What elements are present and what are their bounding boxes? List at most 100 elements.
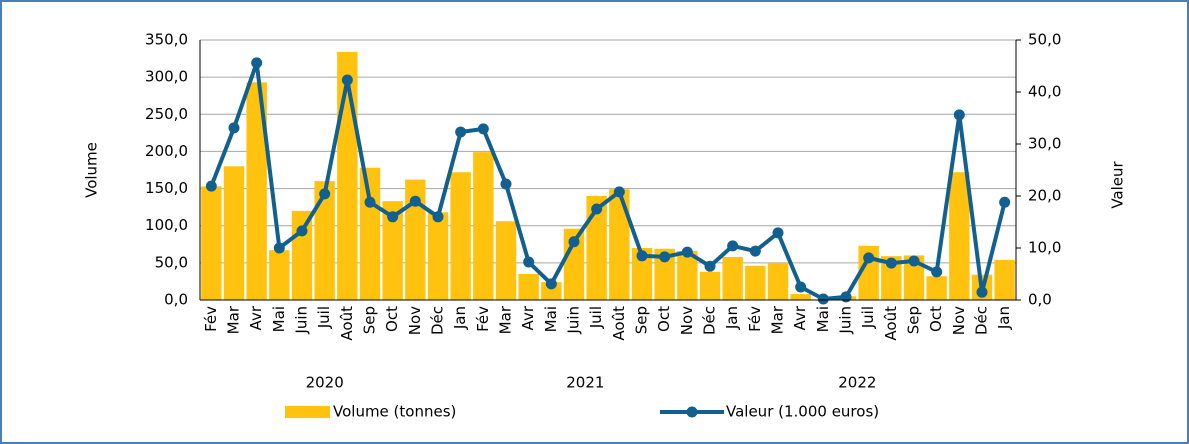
y-tick-label: 250,0 (145, 105, 188, 123)
marker (613, 186, 625, 198)
bar (518, 274, 539, 300)
marker (432, 211, 444, 223)
bar (926, 276, 947, 300)
x-tick-label: Avr (247, 305, 265, 330)
marker (568, 236, 580, 248)
marker (931, 266, 943, 278)
bar (586, 196, 607, 300)
x-tick-label: Juil (587, 306, 605, 329)
marker (591, 203, 603, 215)
bar (427, 212, 449, 300)
bar (745, 265, 766, 300)
bar (359, 167, 381, 300)
bar (473, 152, 494, 300)
x-tick-label: Août (338, 306, 356, 341)
bar (790, 294, 811, 300)
y2-tick-label: 20,0 (1028, 187, 1061, 205)
marker (840, 291, 852, 303)
bar (903, 255, 925, 300)
x-tick-label: Oct (927, 306, 945, 332)
marker (228, 122, 240, 134)
marker (500, 178, 512, 190)
bar (631, 248, 653, 300)
x-tick-label: Août (610, 306, 628, 341)
bar (246, 82, 267, 300)
x-tick-label: Juil (315, 306, 333, 329)
x-tick-label: Juin (293, 306, 311, 335)
y2-tick-label: 50,0 (1028, 31, 1061, 49)
x-tick-label: Oct (383, 306, 401, 332)
x-tick-label: Sep (905, 306, 923, 334)
x-tick-label: Oct (655, 306, 673, 332)
marker (772, 227, 784, 239)
y2-tick-label: 10,0 (1028, 239, 1061, 257)
marker (455, 126, 467, 138)
x-tick-label: Mar (497, 305, 515, 334)
marker (908, 255, 920, 267)
y-axis-label: Volume (83, 142, 101, 198)
chart: Volume Valeur 0,0 50,0 100,0 150,0 200,0 250,… (83, 31, 1127, 421)
marker (251, 57, 263, 69)
marker (341, 74, 353, 86)
marker (659, 251, 671, 263)
bar (450, 172, 471, 300)
bar (722, 256, 743, 300)
legend-marker (686, 406, 698, 418)
marker (205, 180, 217, 192)
x-tick-label: Déc (429, 306, 447, 335)
marker (704, 260, 716, 272)
legend-label: Valeur (1.000 euros) (726, 403, 879, 421)
bar (269, 250, 290, 300)
bar (563, 228, 585, 300)
marker (795, 281, 807, 293)
x-tick-label: Nov (678, 306, 696, 335)
bar (541, 282, 562, 300)
x-tick-label: Mai (814, 306, 832, 332)
x-tick-label: Fév (474, 306, 492, 332)
year-label: 2022 (838, 374, 876, 392)
legend-label: Volume (tonnes) (333, 403, 456, 421)
x-tick-label: Mar (769, 305, 787, 334)
bar (654, 248, 675, 300)
y-tick-label: 0,0 (164, 291, 188, 309)
y-tick-label: 300,0 (145, 68, 188, 86)
marker (953, 109, 965, 121)
marker (523, 256, 535, 268)
legend-swatch (285, 406, 330, 418)
y2-axis-label: Valeur (1109, 160, 1127, 208)
x-tick-label: Mai (270, 306, 288, 332)
x-tick-label: Avr (519, 305, 537, 330)
x-tick-label: Déc (701, 306, 719, 335)
x-tick-label: Nov (406, 306, 424, 335)
marker (976, 286, 988, 298)
x-tick-label: Avr (791, 305, 809, 330)
x-tick-label: Mar (225, 305, 243, 334)
y-tick-label: 150,0 (145, 179, 188, 197)
x-tick-label: Fév (202, 306, 220, 332)
x-tick-label: Juin (837, 306, 855, 335)
marker (885, 257, 897, 269)
x-tick-label: Sep (361, 306, 379, 334)
marker (636, 250, 648, 262)
year-label: 2020 (306, 374, 344, 392)
marker (387, 211, 399, 223)
year-label: 2021 (566, 374, 604, 392)
bar (699, 271, 721, 300)
x-tick-label: Jan (723, 306, 741, 330)
bar (495, 221, 517, 300)
y2-tick-label: 30,0 (1028, 135, 1061, 153)
y2-tick-label: 0,0 (1028, 291, 1052, 309)
bar (223, 166, 245, 300)
y-tick-label: 350,0 (145, 31, 188, 49)
y-tick-label: 50,0 (155, 253, 188, 271)
bar (767, 262, 789, 300)
marker (727, 240, 739, 252)
bar (405, 179, 426, 300)
x-tick-label: Fév (746, 306, 764, 332)
marker (409, 195, 421, 207)
marker (273, 242, 285, 254)
marker (999, 196, 1011, 208)
y-tick-label: 100,0 (145, 216, 188, 234)
bar (949, 172, 970, 300)
marker (749, 245, 761, 257)
